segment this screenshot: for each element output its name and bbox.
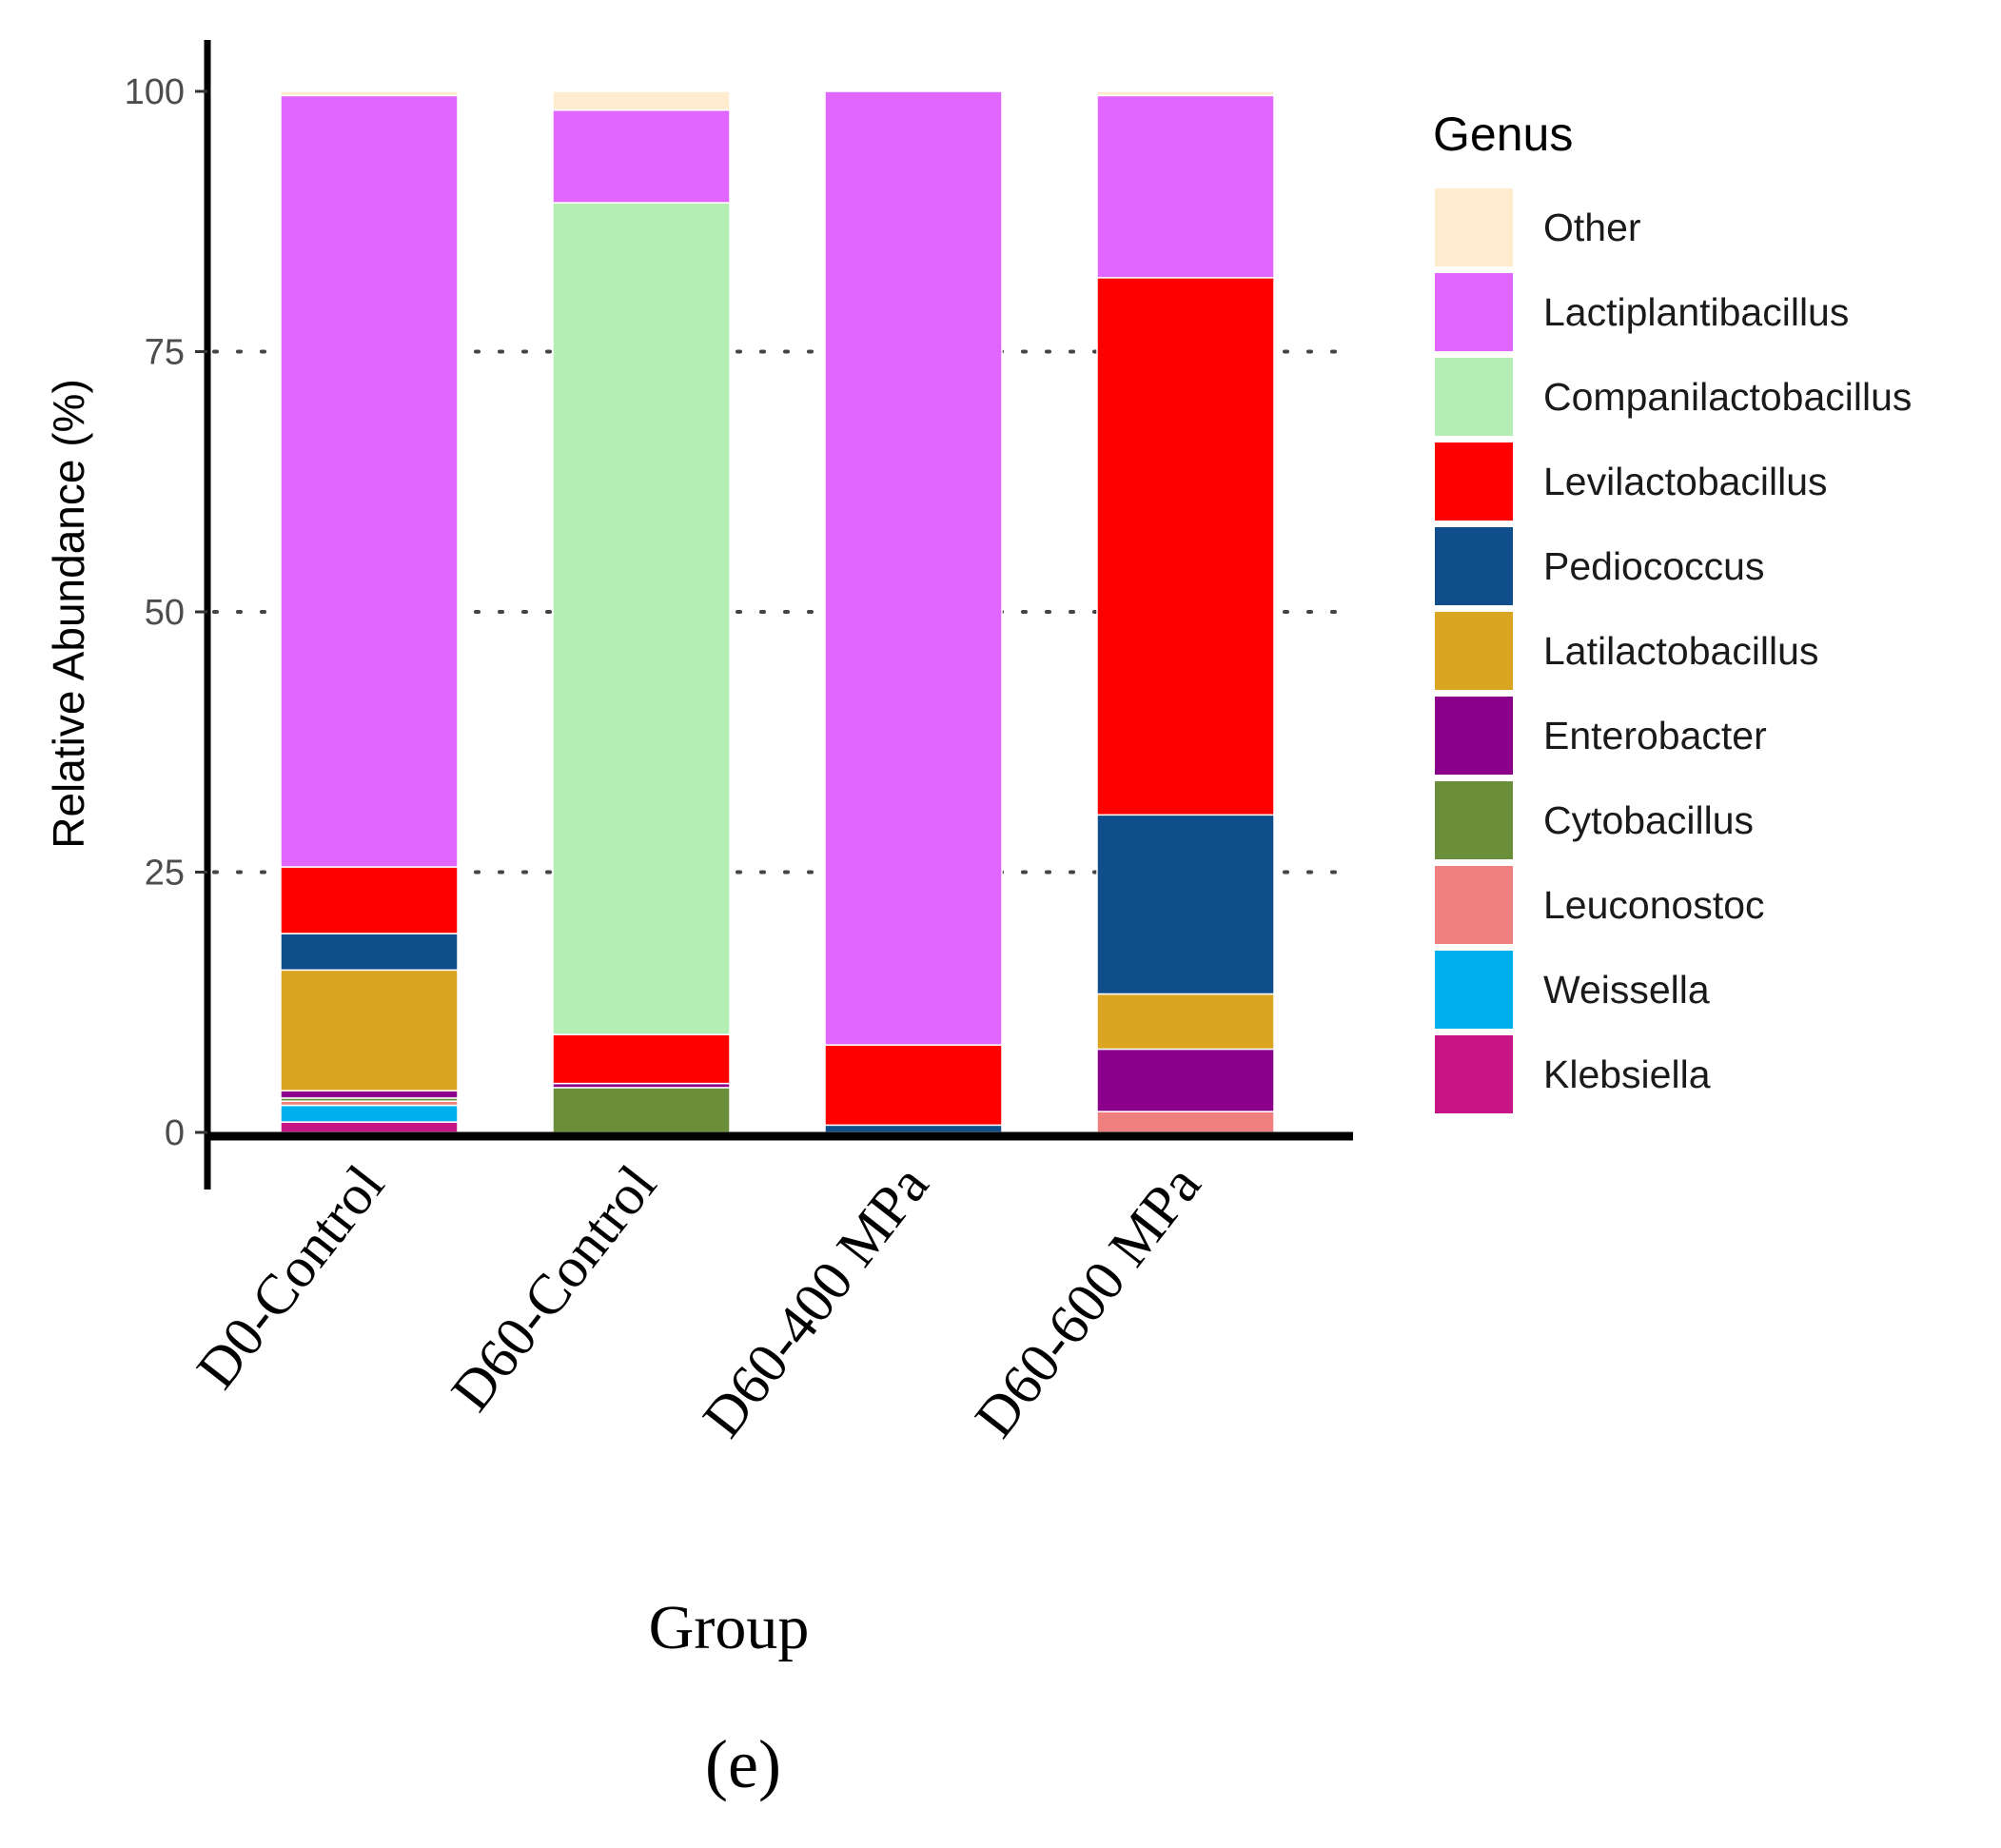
legend-label: Weissella — [1543, 968, 1710, 1012]
legend-item: Enterobacter — [1435, 697, 1767, 775]
legend-swatch — [1435, 866, 1513, 944]
x-category-label: D0-Control — [185, 1153, 396, 1400]
legend-label: Enterobacter — [1543, 714, 1767, 757]
x-category-label: D60-Control — [439, 1153, 668, 1422]
bar-segment-latilactobacillus — [280, 969, 459, 1091]
bar-segment-levilactobacillus — [1096, 277, 1275, 816]
legend-swatch — [1435, 697, 1513, 775]
legend-label: Latilactobacillus — [1543, 629, 1818, 673]
bar-segment-latilactobacillus — [1096, 993, 1275, 1051]
legend-swatch — [1435, 781, 1513, 859]
legend-item: Other — [1435, 188, 1641, 266]
x-axis-title: Group — [649, 1593, 810, 1662]
legend-item: Companilactobacillus — [1435, 358, 1912, 436]
legend-item: Weissella — [1435, 951, 1710, 1029]
legend-label: Leuconostoc — [1543, 883, 1765, 927]
legend-swatch — [1435, 188, 1513, 266]
bar-stack-d0-control — [280, 90, 459, 1133]
bar-segment-enterobacter — [1096, 1048, 1275, 1112]
legend-item: Lactiplantibacillus — [1435, 273, 1849, 351]
y-tick-label: 0 — [165, 1113, 185, 1153]
y-tick-label: 25 — [145, 854, 185, 894]
legend-swatch — [1435, 951, 1513, 1029]
legend-label: Companilactobacillus — [1543, 375, 1912, 419]
legend-label: Cytobacillus — [1543, 798, 1754, 842]
y-tick-label: 75 — [145, 333, 185, 373]
bar-segment-enterobacter — [280, 1090, 459, 1099]
bar-segment-lactiplantibacillus — [552, 108, 731, 204]
legend-item: Klebsiella — [1435, 1035, 1711, 1113]
x-category-label: D60-600 MPa — [963, 1153, 1212, 1448]
bar-stack-d60-400-mpa — [824, 90, 1003, 1133]
legend-label: Lactiplantibacillus — [1543, 290, 1849, 334]
legend-item: Pediococcus — [1435, 527, 1764, 605]
bar-segment-pediococcus — [824, 1124, 1003, 1133]
bar-segment-other — [552, 90, 731, 111]
legend-swatch — [1435, 1035, 1513, 1113]
legend-item: Cytobacillus — [1435, 781, 1754, 859]
bar-segment-leuconostoc — [1096, 1111, 1275, 1133]
legend-swatch — [1435, 442, 1513, 521]
bar-segment-cytobacillus — [552, 1087, 731, 1133]
bars — [280, 90, 1275, 1133]
bar-segment-lactiplantibacillus — [1096, 94, 1275, 279]
bar-segment-other — [1096, 90, 1275, 97]
bar-segment-other — [280, 90, 459, 97]
bar-segment-levilactobacillus — [824, 1044, 1003, 1127]
legend-swatch — [1435, 527, 1513, 605]
legend-item: Leuconostoc — [1435, 866, 1765, 944]
legend-label: Klebsiella — [1543, 1052, 1711, 1096]
y-axis-title: Relative Abundance (%) — [44, 379, 93, 849]
legend-label: Other — [1543, 206, 1641, 249]
axes — [204, 40, 1353, 1189]
legend-label: Levilactobacillus — [1543, 460, 1828, 503]
legend-item: Levilactobacillus — [1435, 442, 1828, 521]
legend-item: Latilactobacillus — [1435, 612, 1818, 690]
bar-segment-klebsiella — [280, 1121, 459, 1133]
x-category-label: D60-400 MPa — [691, 1153, 940, 1448]
bar-stack-d60-600-mpa — [1096, 90, 1275, 1133]
bar-stack-d60-control — [552, 90, 731, 1133]
bar-segment-companilactobacillus — [552, 202, 731, 1035]
legend-swatch — [1435, 358, 1513, 436]
bar-segment-lactiplantibacillus — [824, 90, 1003, 1046]
bar-segment-lactiplantibacillus — [280, 94, 459, 868]
x-category-labels: D0-Control D60-Control D60-400 MPa D60-600 … — [185, 1153, 1212, 1448]
legend-label: Pediococcus — [1543, 544, 1764, 588]
bar-segment-weissella — [280, 1104, 459, 1123]
legend-swatch — [1435, 273, 1513, 351]
panel-label: (e) — [705, 1726, 781, 1802]
legend-swatch — [1435, 612, 1513, 690]
y-ticks: 0 25 50 75 100 — [125, 72, 207, 1153]
bar-segment-levilactobacillus — [280, 866, 459, 934]
bar-segment-pediococcus — [1096, 814, 1275, 995]
bar-segment-levilactobacillus — [552, 1033, 731, 1085]
legend-title: Genus — [1433, 108, 1573, 161]
y-tick-label: 50 — [145, 593, 185, 633]
bar-segment-pediococcus — [280, 933, 459, 972]
y-tick-label: 100 — [125, 72, 185, 112]
legend: Genus Other Lactiplantibacillus Companilac… — [1433, 108, 1912, 1113]
